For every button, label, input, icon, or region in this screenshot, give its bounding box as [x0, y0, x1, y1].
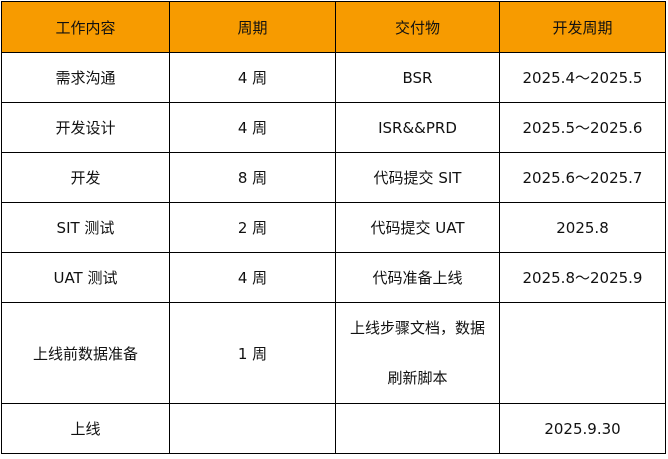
- header-duration: 周期: [169, 1, 336, 53]
- table-row: SIT 测试 2 周 代码提交 UAT 2025.8: [1, 202, 666, 253]
- task-cell: 开发: [1, 152, 170, 203]
- duration-cell: 4 周: [169, 102, 336, 153]
- table-row: 开发 8 周 代码提交 SIT 2025.6～2025.7: [1, 152, 666, 203]
- deliverable-cell: 代码提交 SIT: [335, 152, 500, 203]
- table-header: 工作内容 周期 交付物 开发周期: [1, 1, 666, 53]
- task-cell: 开发设计: [1, 102, 170, 153]
- header-task: 工作内容: [1, 1, 170, 53]
- table-row: 上线前数据准备 1 周 上线步骤文档，数据 刷新脚本: [1, 302, 666, 404]
- schedule-cell: 2025.4～2025.5: [499, 52, 666, 103]
- header-schedule: 开发周期: [499, 1, 666, 53]
- deliverable-cell: BSR: [335, 52, 500, 103]
- duration-cell: 4 周: [169, 52, 336, 103]
- task-cell: 上线: [1, 403, 170, 454]
- table-body: 需求沟通 4 周 BSR 2025.4～2025.5 开发设计 4 周 ISR&…: [1, 52, 666, 454]
- deliverable-cell: ISR&&PRD: [335, 102, 500, 153]
- deliverable-cell: 上线步骤文档，数据 刷新脚本: [335, 302, 500, 404]
- deliverable-cell: 代码提交 UAT: [335, 202, 500, 253]
- table-row: UAT 测试 4 周 代码准备上线 2025.8～2025.9: [1, 252, 666, 303]
- task-cell: SIT 测试: [1, 202, 170, 253]
- schedule-cell: 2025.8～2025.9: [499, 252, 666, 303]
- table-row: 上线 2025.9.30: [1, 403, 666, 454]
- task-cell: 需求沟通: [1, 52, 170, 103]
- duration-cell: [169, 403, 336, 454]
- schedule-cell: 2025.9.30: [499, 403, 666, 454]
- deliverable-cell: [335, 403, 500, 454]
- header-deliverable: 交付物: [335, 1, 500, 53]
- schedule-cell: [499, 302, 666, 404]
- duration-cell: 2 周: [169, 202, 336, 253]
- duration-cell: 4 周: [169, 252, 336, 303]
- duration-cell: 8 周: [169, 152, 336, 203]
- table-row: 开发设计 4 周 ISR&&PRD 2025.5～2025.6: [1, 102, 666, 153]
- task-cell: 上线前数据准备: [1, 302, 170, 404]
- header-row: 工作内容 周期 交付物 开发周期: [1, 1, 666, 53]
- schedule-cell: 2025.6～2025.7: [499, 152, 666, 203]
- duration-cell: 1 周: [169, 302, 336, 404]
- deliverable-cell: 代码准备上线: [335, 252, 500, 303]
- deliverable-line: 上线步骤文档，数据: [349, 319, 485, 337]
- schedule-cell: 2025.8: [499, 202, 666, 253]
- deliverable-line: 刷新脚本: [387, 369, 448, 387]
- task-cell: UAT 测试: [1, 252, 170, 303]
- table-row: 需求沟通 4 周 BSR 2025.4～2025.5: [1, 52, 666, 103]
- schedule-cell: 2025.5～2025.6: [499, 102, 666, 153]
